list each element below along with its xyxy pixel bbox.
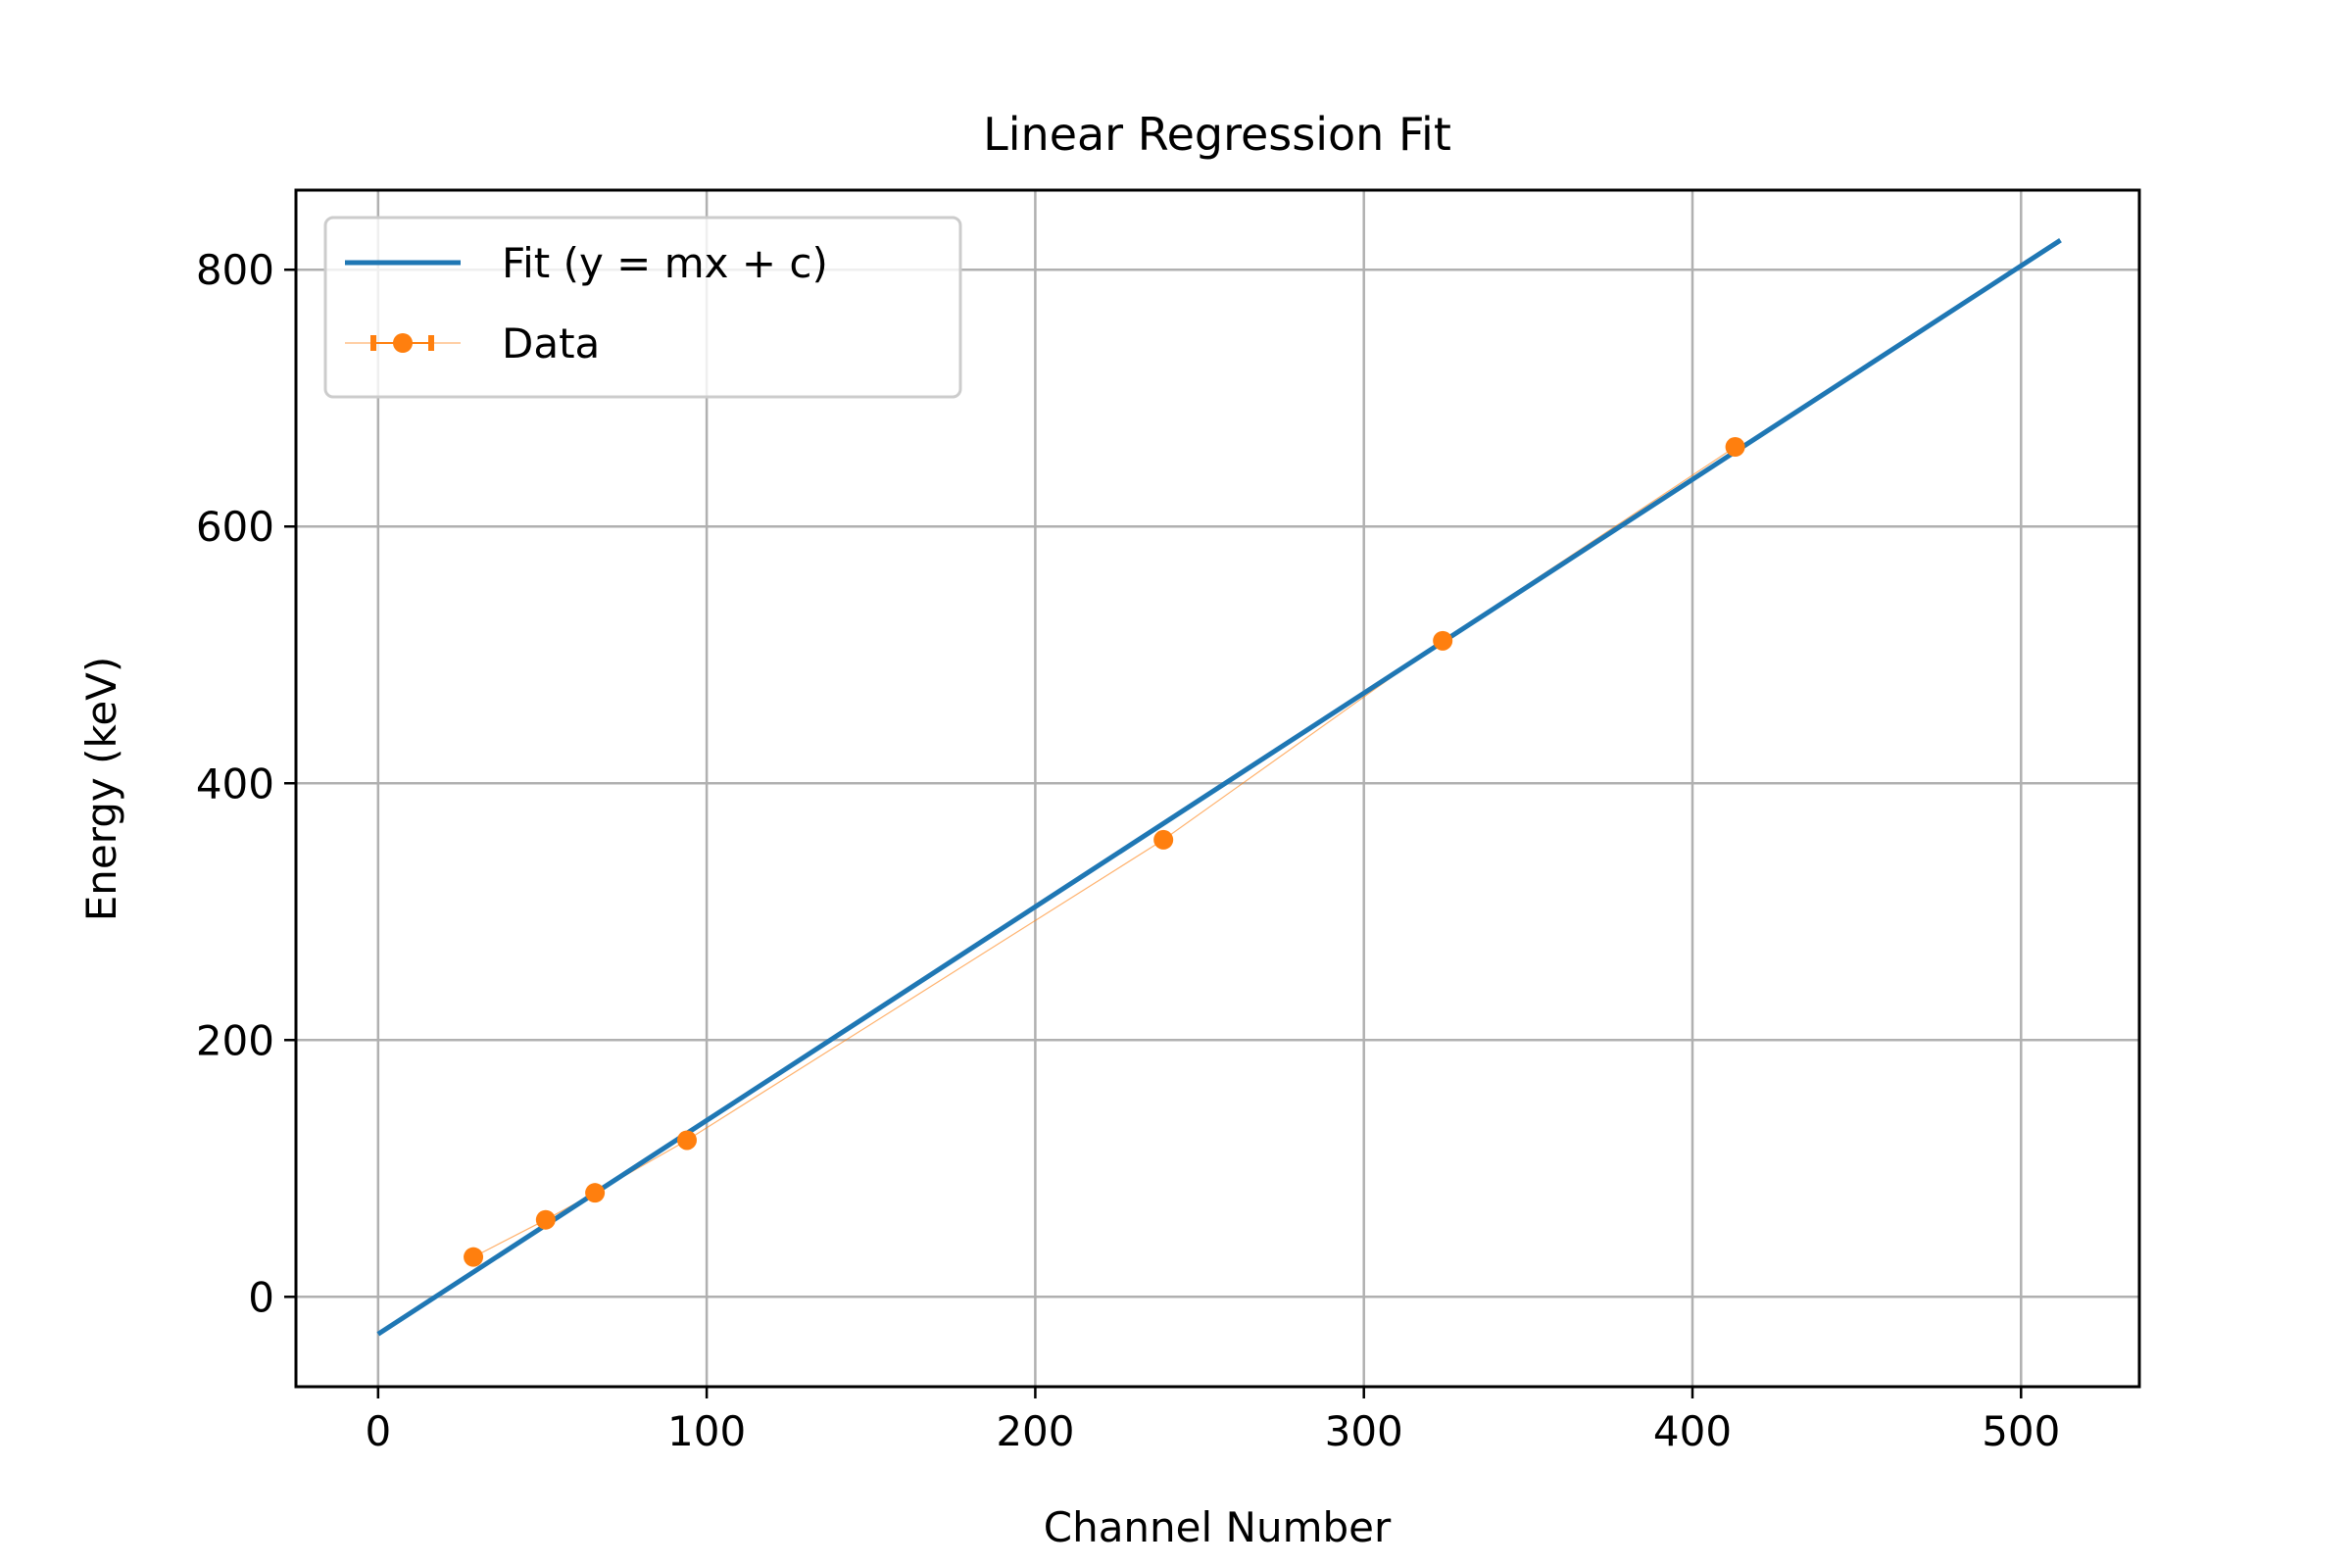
grid	[296, 190, 2139, 1387]
plot-frame	[294, 188, 2141, 1389]
y-axis-label: Energy (keV)	[77, 657, 125, 922]
y-tick-label: 800	[196, 246, 274, 294]
legend-data-label: Data	[502, 319, 600, 368]
fit-line	[376, 237, 2062, 1337]
data-point	[585, 1183, 606, 1203]
legend-fit-label: Fit (y = mx + c)	[502, 239, 828, 287]
x-tick-label: 0	[365, 1407, 391, 1455]
legend-box	[323, 216, 962, 399]
legend: Fit (y = mx + c) Data	[323, 216, 962, 399]
y-tick-label: 200	[196, 1016, 274, 1064]
data-point	[535, 1209, 556, 1230]
x-tick-label: 300	[1325, 1407, 1403, 1455]
x-axis-ticks: 0 100 200 300 400 500	[365, 1387, 2060, 1455]
x-tick-label: 500	[1982, 1407, 2060, 1455]
data-point	[1153, 829, 1174, 850]
y-tick-label: 400	[196, 760, 274, 808]
y-tick-label: 0	[248, 1273, 274, 1321]
legend-data-marker	[393, 333, 413, 353]
data-point	[1433, 630, 1453, 651]
data-point	[1725, 437, 1745, 458]
y-tick-label: 600	[196, 503, 274, 551]
x-tick-label: 100	[667, 1407, 746, 1455]
plot-series	[376, 237, 2062, 1337]
x-tick-label: 400	[1653, 1407, 1732, 1455]
y-axis-ticks: 0 200 400 600 800	[196, 246, 296, 1321]
data-point	[677, 1130, 697, 1151]
data-point	[464, 1247, 484, 1267]
x-tick-label: 200	[996, 1407, 1074, 1455]
chart-title: Linear Regression Fit	[983, 108, 1451, 161]
x-axis-label: Channel Number	[1044, 1503, 1392, 1551]
